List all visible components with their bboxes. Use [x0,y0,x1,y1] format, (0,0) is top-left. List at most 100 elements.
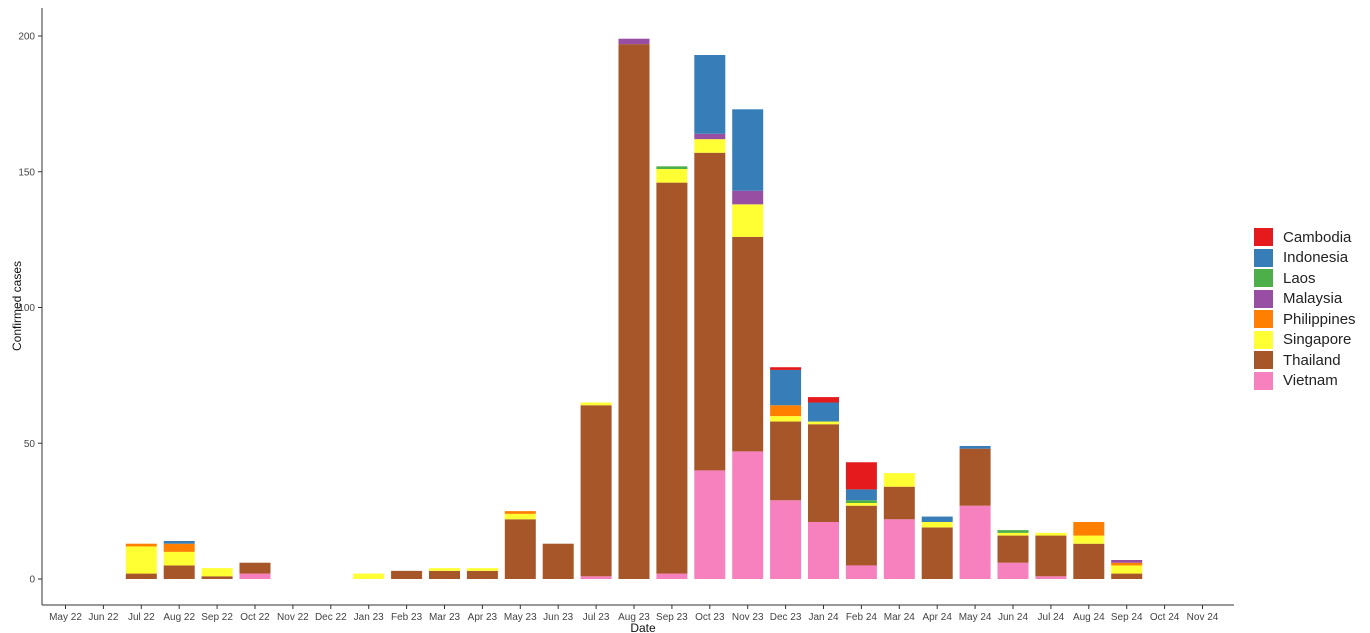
x-tick-label: Apr 23 [468,612,498,623]
bar-segment-singapore [770,416,802,422]
x-axis-ticks: May 22 Jun 22 Jul 22 Aug 22 Sep 22 Oct 22 Nov … [49,605,1219,623]
legend-item-laos: Laos [1254,268,1356,289]
bar-segment-singapore [732,204,764,237]
bar-segment-laos [845,500,877,503]
bar-segment-philippines [770,405,802,417]
legend-item-philippines: Philippines [1254,309,1356,330]
bar-segment-thailand [921,527,953,579]
bar-segment-laos [997,530,1029,533]
x-tick-label: Mar 23 [429,612,461,623]
bar-segment-malaysia [694,133,726,140]
legend-label: Philippines [1283,310,1356,328]
bar-segment-indonesia [808,402,839,422]
y-tick-label: 200 [18,32,35,43]
bar-segment-vietnam [883,519,915,579]
bar-segment-philippines [1073,521,1105,536]
bar-segment-cambodia [770,367,802,370]
legend-swatch [1254,330,1273,349]
x-tick-label: Aug 24 [1073,612,1105,623]
bar-segment-singapore [353,573,385,579]
bar-segment-singapore [580,402,612,406]
legend-swatch [1254,351,1273,370]
x-tick-label: Oct 22 [240,612,270,623]
y-axis-ticks: 0 50 100 150 200 [18,32,42,586]
bar-segment-thailand [125,573,157,579]
bar-segment-cambodia [845,462,877,490]
x-tick-label: Jul 24 [1038,612,1065,623]
x-tick-label: Sep 22 [201,612,233,623]
bar-segment-thailand [732,236,764,452]
bar-segment-indonesia [163,540,195,544]
bar-segment-vietnam [239,573,271,579]
bar-segment-singapore [504,513,536,520]
bar-segment-singapore [997,532,1029,536]
x-tick-label: Dec 22 [315,612,347,623]
y-tick-label: 0 [29,575,35,586]
bar-segment-thailand [883,486,915,520]
bar-segment-singapore [656,169,688,183]
bar-segment-indonesia [921,516,953,522]
legend-label: Singapore [1283,331,1352,349]
bar-segment-thailand [1035,535,1067,577]
bar-segment-singapore [1073,535,1105,544]
bar-segment-philippines [1111,562,1143,566]
bar-segment-indonesia [732,109,764,191]
x-tick-label: Aug 23 [618,612,650,623]
bar-segment-singapore [883,473,915,487]
bar-segment-singapore [921,521,953,528]
x-tick-label: Jun 24 [998,612,1028,623]
legend-swatch [1254,371,1273,390]
bar-segment-vietnam [694,470,726,579]
x-tick-label: Jan 23 [354,612,384,623]
x-tick-label: Sep 23 [656,612,688,623]
x-tick-label: Oct 23 [695,612,725,623]
x-tick-label: May 24 [959,612,992,623]
bar-segment-vietnam [732,451,764,579]
x-tick-label: Feb 24 [846,612,878,623]
legend-swatch [1254,310,1273,329]
legend-label: Indonesia [1283,249,1349,267]
bar-segment-indonesia [959,445,991,449]
y-tick-label: 50 [24,439,36,450]
legend-label: Vietnam [1283,372,1338,390]
x-tick-label: Apr 24 [922,612,952,623]
bar-segment-thailand [391,570,423,579]
legend-label: Laos [1283,269,1316,287]
legend-item-thailand: Thailand [1254,350,1356,371]
legend-swatch [1254,269,1273,288]
x-tick-label: Dec 23 [770,612,802,623]
bar-segment-indonesia [845,489,877,501]
bar-segment-thailand [694,152,726,471]
bar-segment-laos [656,166,688,170]
bar-segment-thailand [239,562,271,574]
bar-segment-singapore [125,546,157,574]
bar-segment-thailand [580,405,612,577]
bar-segment-singapore [163,551,195,566]
x-axis-title: Date [630,621,656,633]
bar-segment-singapore [1111,565,1143,574]
bar-segment-thailand [656,182,688,574]
x-tick-label: Nov 23 [732,612,764,623]
bar-segment-thailand [997,535,1029,563]
x-tick-label: Jun 22 [88,612,118,623]
bar-segment-singapore [1035,532,1067,536]
bar-segment-vietnam [580,576,612,579]
x-tick-label: Sep 24 [1111,612,1143,623]
x-tick-label: Jul 23 [583,612,610,623]
bar-segment-indonesia [694,55,726,134]
bar-segment-thailand [1111,573,1143,579]
legend-item-singapore: Singapore [1254,330,1356,351]
bar-segment-vietnam [845,565,877,579]
legend-swatch [1254,289,1273,308]
x-tick-label: Jan 24 [808,612,838,623]
bars-layer [125,38,1143,579]
chart-legend: Cambodia Indonesia Laos Malaysia Philippines… [1254,227,1356,391]
x-tick-label: Nov 22 [277,612,309,623]
legend-item-indonesia: Indonesia [1254,248,1356,269]
bar-segment-thailand [163,565,195,579]
y-tick-label: 100 [18,303,35,314]
legend-swatch [1254,228,1273,247]
x-tick-label: Jul 22 [128,612,155,623]
x-tick-label: May 22 [49,612,82,623]
bar-segment-philippines [163,543,195,552]
